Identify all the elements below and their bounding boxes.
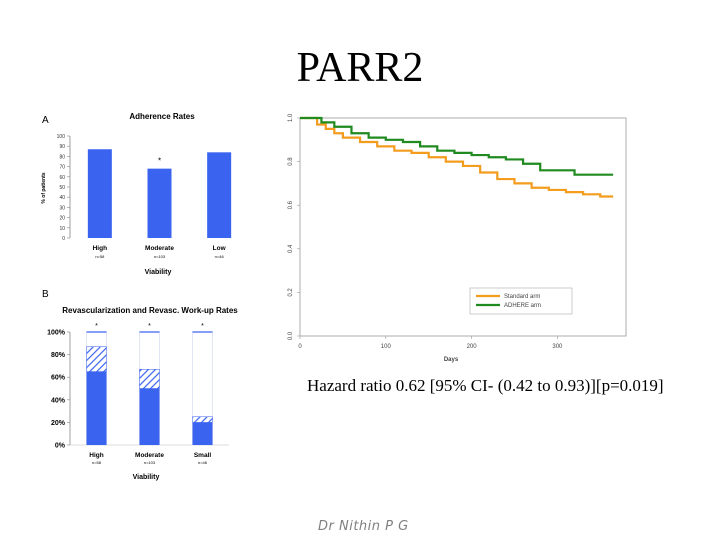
panel-b-bar-solid	[192, 422, 213, 445]
panel-a-category-label: Low	[213, 245, 227, 252]
panel-b-category-label: Moderate	[135, 452, 164, 459]
km-ytick-label: 1.0	[288, 113, 294, 122]
hazard-ratio-text: Hazard ratio 0.62 [95% CI- (0.42 to 0.93…	[307, 376, 664, 395]
author-credit: Dr Nithin P G	[318, 519, 409, 534]
panel-b-category-note: n=58	[92, 460, 102, 465]
panel-a-ytick-label: 50	[59, 185, 65, 191]
panel-b-ytick-label: 100%	[47, 330, 66, 337]
panel-b-title: Revascularization and Revasc. Work-up Ra…	[62, 306, 238, 315]
revascularization-bar-chart: B Revascularization and Revasc. Work-up …	[42, 289, 238, 481]
km-series-line-1	[300, 116, 614, 176]
panel-a-ytick-label: 30	[59, 205, 65, 211]
panel-a-category-note: n=103	[154, 254, 166, 259]
panel-a-ytick-label: 40	[59, 195, 65, 201]
km-xtick-label: 200	[467, 344, 478, 350]
panel-a-ytick-label: 80	[59, 154, 65, 160]
adherence-bar-chart: A Adherence Rates % of patients Viabilit…	[41, 112, 232, 276]
panel-a-ytick-label: 10	[59, 226, 65, 232]
slide-title: PARR2	[296, 45, 424, 91]
panel-b-label: B	[42, 289, 49, 300]
panel-b-annotation: *	[95, 323, 98, 330]
km-xlabel: Days	[444, 357, 459, 363]
panel-a-ytick-label: 60	[59, 175, 65, 181]
panel-a-category-label: Moderate	[145, 245, 174, 252]
km-xtick-label: 300	[552, 344, 563, 350]
survival-curve-chart: Days 0.0 0.2 0.4 0.6 0.8 1.0 0 100 200 300 Standar…	[288, 113, 627, 363]
panel-b-bar-solid	[139, 388, 160, 445]
panel-a-bar	[207, 152, 232, 238]
panel-a-category-note: n=58	[95, 254, 105, 259]
panel-a-annotation: *	[158, 157, 161, 166]
km-xtick-label: 0	[298, 344, 302, 350]
panel-b-annotation: *	[201, 323, 204, 330]
km-ytick-label: 0.6	[288, 200, 294, 209]
panel-a-title: Adherence Rates	[129, 112, 195, 121]
panel-a-bar	[87, 149, 112, 238]
km-legend-label: Standard arm	[504, 294, 540, 300]
panel-b-ytick-label: 0%	[55, 443, 66, 450]
km-legend-box	[469, 287, 573, 315]
panel-b-bar-hatched	[139, 369, 160, 389]
km-ytick-label: 0.8	[288, 157, 294, 166]
panel-a-ytick-label: 20	[59, 216, 65, 222]
km-ytick-label: 0.2	[288, 288, 294, 297]
panel-b-category-note: n=46	[198, 460, 208, 465]
panel-a-ytick-label: 0	[62, 236, 65, 242]
km-plot-frame	[299, 117, 627, 337]
km-ytick-label: 0.4	[288, 244, 294, 253]
panel-a-category-note: n=46	[215, 254, 225, 259]
panel-b-category-label: High	[89, 452, 103, 459]
panel-b-ytick-label: 80%	[51, 352, 66, 359]
km-xtick-label: 100	[381, 344, 392, 350]
panel-a-ylabel: % of patients	[41, 172, 47, 203]
panel-a-ytick-label: 70	[59, 165, 65, 171]
panel-a-ytick-label: 90	[59, 144, 65, 150]
panel-a-ytick-label: 100	[57, 134, 66, 140]
km-legend-label: ADHERE arm	[504, 303, 541, 309]
panel-b-category-label: Small	[194, 452, 212, 459]
panel-b-bar-solid	[86, 371, 107, 445]
panel-b-ytick-label: 20%	[51, 420, 66, 427]
panel-b-ytick-label: 40%	[51, 397, 66, 404]
panel-b-xlabel: Viability	[133, 474, 160, 481]
panel-b-annotation: *	[148, 323, 151, 330]
panel-b-category-note: n=103	[144, 460, 156, 465]
panel-a-bar	[147, 168, 172, 238]
km-series-line-0	[300, 116, 614, 198]
panel-b-bar-hatched	[86, 346, 107, 372]
panel-b-bar-hatched	[192, 416, 213, 423]
panel-a-label: A	[42, 115, 49, 126]
panel-a-xlabel: Viability	[145, 269, 172, 276]
km-ytick-label: 0.0	[288, 331, 294, 340]
panel-a-category-label: High	[93, 245, 107, 252]
panel-b-ytick-label: 60%	[51, 375, 66, 382]
